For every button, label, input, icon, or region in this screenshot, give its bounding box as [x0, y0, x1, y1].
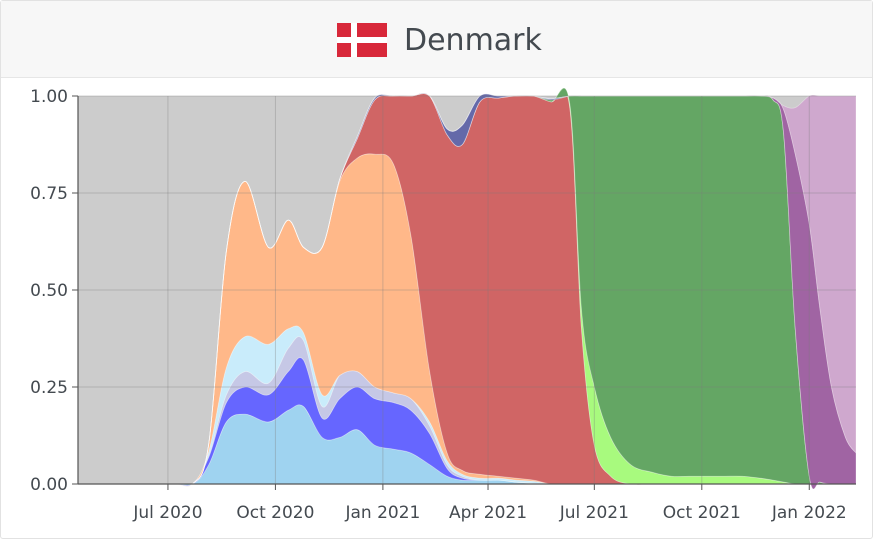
- area-series-lilac-variant: [77, 93, 857, 488]
- y-tick-label: 0.00: [30, 475, 68, 495]
- flag-cross-horizontal: [337, 37, 387, 43]
- denmark-flag-icon: [337, 23, 387, 57]
- x-tick-label: Jul 2020: [132, 503, 202, 523]
- gridlines: [78, 95, 856, 485]
- x-axis-ticks: Jul 2020 Oct 2020 Jan 2021 Apr 2021 Jul 2021…: [132, 484, 847, 523]
- x-tick-label: Oct 2021: [663, 503, 741, 523]
- card-header: Denmark: [1, 1, 872, 78]
- x-tick-label: Jul 2021: [559, 503, 629, 523]
- y-tick-label: 1.00: [30, 87, 68, 107]
- y-tick-label: 0.25: [30, 378, 68, 398]
- chart-title: Denmark: [404, 23, 542, 58]
- x-tick-label: Jan 2021: [344, 503, 420, 523]
- y-tick-label: 0.50: [30, 281, 68, 301]
- x-tick-label: Apr 2021: [449, 503, 527, 523]
- y-tick-label: 0.75: [30, 184, 68, 204]
- y-axis-ticks: 0.00 0.25 0.50 0.75 1.00: [30, 87, 78, 495]
- x-tick-label: Oct 2020: [236, 503, 314, 523]
- x-tick-label: Jan 2022: [771, 503, 847, 523]
